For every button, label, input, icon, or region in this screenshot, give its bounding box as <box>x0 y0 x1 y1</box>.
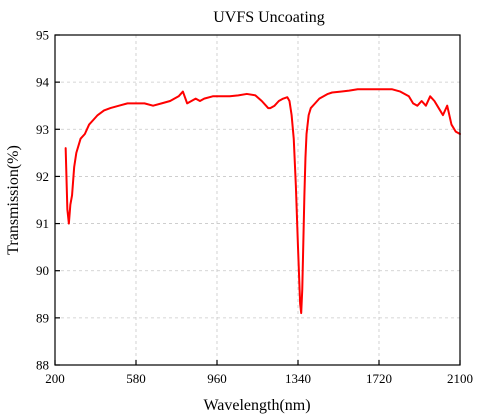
x-tick-label: 2100 <box>447 371 473 386</box>
x-tick-label: 200 <box>45 371 65 386</box>
grid-lines <box>55 35 460 365</box>
x-axis-title: Wavelength(nm) <box>203 397 310 414</box>
x-tick-label: 960 <box>207 371 227 386</box>
y-tick-label: 89 <box>36 310 49 325</box>
plot-area <box>64 88 461 315</box>
y-tick-label: 93 <box>36 122 49 137</box>
y-tick-label: 92 <box>36 169 49 184</box>
y-tick-label: 90 <box>36 263 49 278</box>
x-axis: 200 580 960 1340 1720 2100 <box>45 360 473 386</box>
y-axis: 88 89 90 91 92 93 94 95 <box>36 28 60 373</box>
y-tick-label: 91 <box>36 216 49 231</box>
y-tick-label: 94 <box>36 75 50 90</box>
x-tick-label: 1340 <box>285 371 311 386</box>
chart-title: UVFS Uncoating <box>213 9 325 26</box>
x-tick-label: 1720 <box>366 371 392 386</box>
y-tick-label: 95 <box>36 28 49 43</box>
transmission-line <box>64 88 461 315</box>
plot-frame <box>54 34 461 366</box>
x-tick-label: 580 <box>126 371 146 386</box>
y-tick-label: 88 <box>36 358 49 373</box>
y-axis-title: Transmission(%) <box>5 145 22 255</box>
